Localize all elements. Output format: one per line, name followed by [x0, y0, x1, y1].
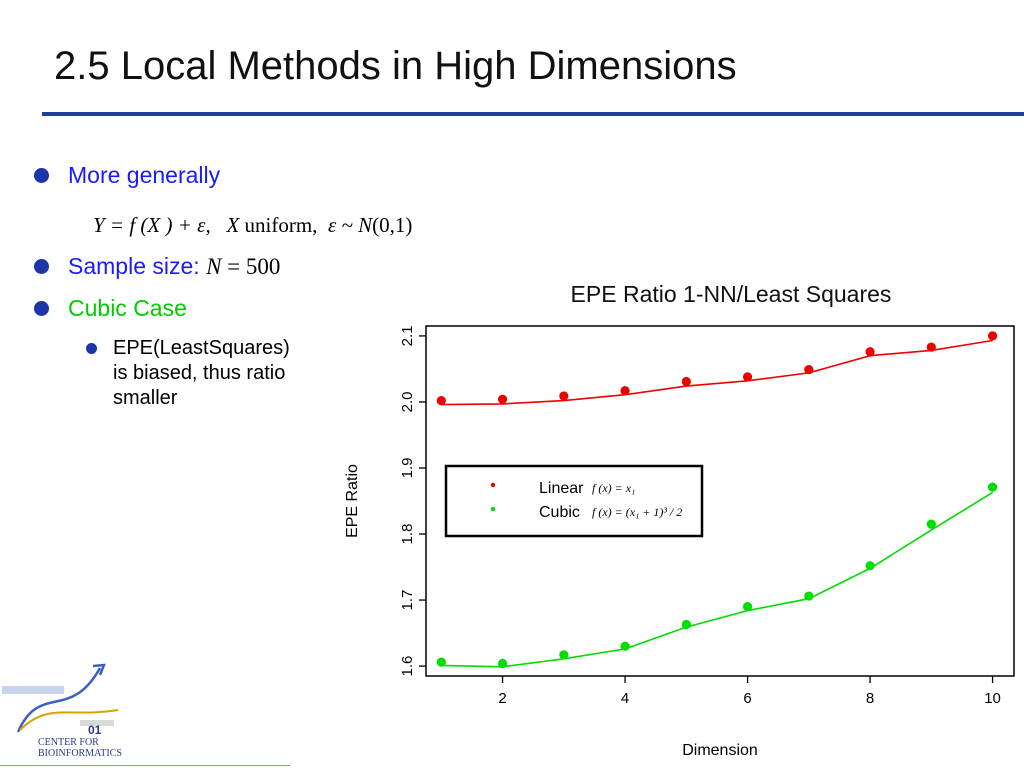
formula-args: (0,1)	[372, 213, 413, 237]
formula-eps: ε ~	[327, 213, 359, 237]
data-point-cubic	[620, 641, 630, 651]
epe-ratio-chart: EPE Ratio 1-NN/Least Squares 1.61.71.81.…	[344, 281, 1015, 759]
logo-wordmark: CENTER FOR BIOINFORMATICS	[38, 737, 122, 759]
bullet-dot	[34, 168, 49, 183]
legend-label-cubic: Cubic	[539, 504, 580, 521]
legend-marker-cubic	[490, 506, 496, 512]
series-layer	[436, 331, 998, 669]
formula-uniform: uniform,	[244, 213, 318, 237]
data-point-linear	[865, 347, 875, 357]
data-point-linear	[559, 391, 569, 401]
data-point-linear	[436, 396, 446, 406]
logo-mark: 01	[88, 723, 102, 737]
data-point-linear	[620, 386, 630, 396]
series-line-cubic	[441, 491, 994, 668]
formula-lhs: Y = f (X ) + ε,	[93, 213, 211, 237]
chart-title: EPE Ratio 1-NN/Least Squares	[571, 281, 892, 307]
y-tick-label: 1.8	[399, 524, 416, 545]
legend-formula-cubic: f (x) = (x₁ + 1)³ / 2	[592, 505, 682, 519]
page-title: 2.5 Local Methods in High Dimensions	[54, 44, 737, 88]
y-tick-label: 2.1	[399, 325, 416, 346]
x-tick-label: 2	[498, 690, 506, 707]
sub-bullet-dot	[86, 343, 97, 354]
x-tick-label: 6	[743, 690, 751, 707]
data-point-cubic	[987, 482, 998, 492]
bullet-more-generally: More generally	[68, 162, 221, 188]
center-for-bioinformatics-logo: 01	[2, 663, 119, 737]
data-point-cubic	[559, 650, 569, 660]
sample-size-value: = 500	[221, 254, 281, 279]
legend-frame	[444, 464, 704, 538]
data-point-cubic	[865, 561, 875, 571]
sub-line: is biased, thus ratio	[113, 362, 286, 384]
bullet-cubic-case: Cubic Case	[68, 295, 187, 321]
legend-marker-linear	[490, 482, 496, 488]
data-point-linear	[681, 376, 691, 387]
bullet-dot	[34, 301, 49, 316]
legend-label-linear: Linear	[539, 480, 584, 497]
formula-n: N	[358, 213, 373, 237]
logo-line: BIOINFORMATICS	[38, 748, 122, 759]
x-tick-label: 4	[621, 690, 629, 707]
data-point-cubic	[497, 658, 508, 669]
sub-line: smaller	[113, 387, 178, 409]
data-point-cubic	[742, 602, 753, 612]
data-point-linear	[987, 331, 998, 341]
data-point-cubic	[436, 657, 446, 667]
x-axis-label: Dimension	[682, 742, 758, 759]
x-tick-label: 8	[866, 690, 874, 707]
y-axis-label: EPE Ratio	[344, 464, 361, 538]
data-point-linear	[926, 342, 936, 352]
x-tick-label: 10	[984, 690, 1001, 707]
data-point-linear	[742, 372, 753, 382]
sample-size-var: N	[206, 254, 222, 279]
data-point-cubic	[804, 591, 814, 601]
y-tick-label: 1.6	[399, 656, 416, 677]
title-divider	[42, 112, 1024, 116]
model-formula: Y = f (X ) + ε, X uniform, ε ~ N(0,1)	[93, 213, 412, 238]
series-line-linear	[441, 339, 993, 406]
y-tick-label: 1.7	[399, 590, 416, 611]
legend-formula-linear: f (x) = x₁	[592, 481, 635, 495]
logo-line: CENTER FOR	[38, 737, 99, 748]
bullet-dot	[34, 259, 49, 274]
data-point-cubic	[681, 619, 691, 630]
sub-line: EPE(LeastSquares)	[113, 337, 290, 359]
footer-rule	[0, 765, 290, 766]
sub-bullet-epe-biased: EPE(LeastSquares) is biased, thus ratio …	[113, 336, 290, 411]
y-tick-label: 1.9	[399, 458, 416, 479]
formula-x: X	[226, 213, 240, 237]
bullet-sample-size: Sample size: N = 500	[68, 253, 280, 280]
legend: Linear f (x) = x₁ Cubic f (x) = (x₁ + 1)…	[444, 464, 704, 538]
y-tick-label: 2.0	[399, 392, 416, 413]
plot-frame	[425, 325, 1015, 677]
sample-size-label: Sample size:	[68, 253, 207, 279]
y-axis: 1.6 1.7 1.8 1.9 2.0 2.1	[399, 325, 426, 677]
data-point-cubic	[926, 519, 936, 529]
data-point-linear	[804, 364, 814, 375]
data-point-linear	[497, 394, 508, 404]
x-axis: 2 4 6 8 10	[498, 676, 1001, 707]
